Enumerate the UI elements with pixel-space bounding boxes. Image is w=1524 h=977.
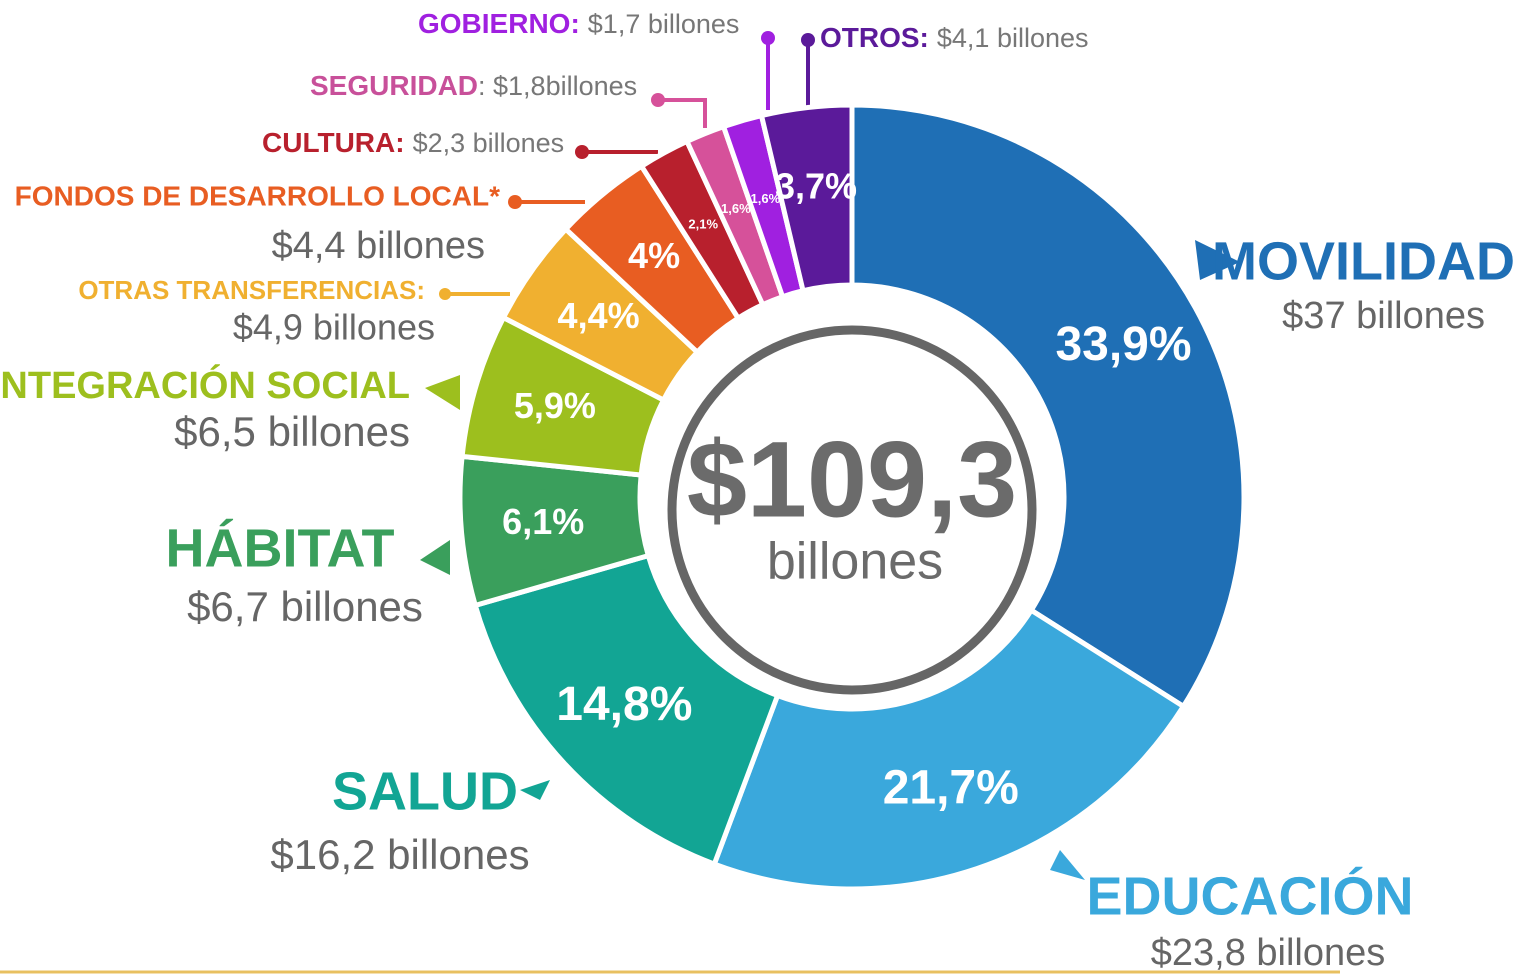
- category-amount: OTROS: $4,1 billones: [820, 22, 1089, 53]
- pointer: [420, 540, 450, 575]
- leader-dot: [575, 145, 589, 159]
- amount-label: $23,8 billones: [1151, 932, 1386, 974]
- slice: [849, 102, 1247, 710]
- leader-dot: [508, 195, 522, 209]
- pointer: [425, 375, 460, 410]
- category-label: CULTURA:: [262, 127, 405, 158]
- center-unit: billones: [767, 533, 943, 591]
- category-label: GOBIERNO:: [418, 8, 580, 39]
- percent-label: 5,9%: [514, 385, 596, 426]
- category-label: OTRAS TRANSFERENCIAS:: [78, 275, 425, 305]
- percent-label: 4%: [628, 235, 680, 276]
- category-label: SALUD: [332, 761, 518, 821]
- leaders: [420, 31, 1240, 880]
- percent-label: 33,9%: [1055, 318, 1191, 371]
- pointer: [1195, 240, 1240, 280]
- leader-dot: [439, 288, 451, 300]
- amount-label: $16,2 billones: [270, 831, 529, 878]
- category-label: HÁBITAT: [166, 518, 395, 578]
- amount-label: : $1,8billones: [478, 71, 637, 101]
- slice: [711, 606, 1187, 892]
- pointer: [1050, 850, 1085, 880]
- category-label: SEGURIDAD: [310, 70, 478, 101]
- leader-dot: [761, 31, 775, 45]
- percent-label: 6,1%: [502, 501, 584, 542]
- amount-label: $4,9 billones: [233, 307, 435, 348]
- amount-label: $6,7 billones: [187, 583, 423, 630]
- slice: [758, 102, 855, 294]
- leader-dot: [651, 93, 665, 107]
- pointer: [520, 780, 550, 800]
- center-value: $109,3: [687, 419, 1017, 540]
- percent-label: 14,8%: [556, 678, 692, 731]
- percent-label: 1,6%: [751, 191, 781, 206]
- category-amount: CULTURA: $2,3 billones: [262, 127, 564, 158]
- amount-label: $1,7 billones: [588, 9, 740, 39]
- slice: [472, 552, 781, 868]
- category-amount: SEGURIDAD: $1,8billones: [310, 70, 637, 101]
- donut: 33,9%21,7%14,8%6,1%5,9%4,4%4%2,1%1,6%1,6…: [457, 102, 1247, 892]
- amount-label: $6,5 billones: [174, 408, 410, 455]
- leader-line: [658, 98, 707, 128]
- percent-label: 21,7%: [883, 762, 1019, 815]
- category-label: EDUCACIÓN: [1086, 866, 1413, 926]
- amount-label: $4,4 billones: [272, 225, 485, 267]
- category-label: MOVILIDAD: [1212, 231, 1515, 291]
- center-ring: [667, 325, 1037, 695]
- category-label: OTROS:: [820, 22, 929, 53]
- category-label: INTEGRACIÓN SOCIAL: [0, 363, 410, 407]
- amount-label: $4,1 billones: [937, 23, 1089, 53]
- amount-label: $2,3 billones: [413, 128, 565, 158]
- category-amount: GOBIERNO: $1,7 billones: [418, 8, 739, 39]
- percent-label: 3,7%: [775, 166, 857, 207]
- category-label: FONDOS DE DESARROLLO LOCAL*: [15, 180, 500, 211]
- percent-label: 1,6%: [721, 201, 751, 216]
- leader-dot: [801, 33, 815, 47]
- percent-label: 2,1%: [688, 216, 718, 231]
- amount-label: $37 billones: [1282, 295, 1485, 337]
- percent-label: 4,4%: [558, 295, 640, 336]
